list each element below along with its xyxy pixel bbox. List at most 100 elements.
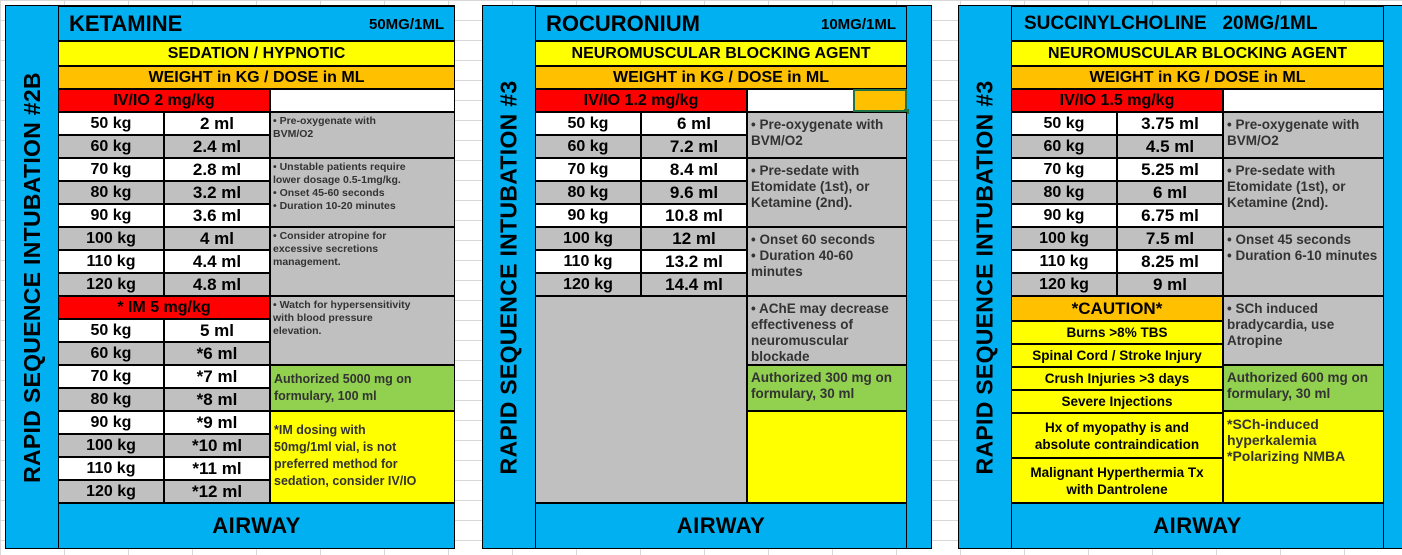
title-cell[interactable]: SUCCINYLCHOLINE 20MG/1ML (1011, 6, 1384, 41)
weight-cell[interactable]: 70 kg (1011, 158, 1117, 181)
dose-cell[interactable]: 2.4 ml (164, 135, 270, 158)
dose-cell[interactable]: *9 ml (164, 411, 270, 434)
weight-cell[interactable]: 120 kg (58, 480, 164, 503)
note-cell[interactable]: • Pre-sedate with Etomidate (1st), or Ke… (1223, 158, 1384, 227)
weight-cell[interactable]: 50 kg (58, 319, 164, 342)
weight-cell[interactable]: 110 kg (1011, 250, 1117, 273)
authorized-cell[interactable]: Authorized 5000 mg on formulary, 100 ml (270, 365, 455, 411)
selected-cell[interactable] (853, 89, 909, 114)
dose-cell[interactable]: 9 ml (1117, 273, 1223, 296)
dose-cell[interactable]: 5 ml (164, 319, 270, 342)
dose-cell[interactable]: *10 ml (164, 434, 270, 457)
weight-cell[interactable]: 60 kg (1011, 135, 1117, 158)
weight-cell[interactable]: 80 kg (535, 181, 641, 204)
note-cell[interactable]: • Pre-oxygenate with BVM/O2 (270, 112, 455, 158)
weight-header-cell[interactable]: WEIGHT in KG / DOSE in ML (535, 66, 907, 89)
weight-cell[interactable]: 50 kg (58, 112, 164, 135)
dose-cell[interactable]: 13.2 ml (641, 250, 747, 273)
dose-cell[interactable]: 3.2 ml (164, 181, 270, 204)
caution-item[interactable]: Malignant Hyperthermia Tx with Dantrolen… (1011, 458, 1223, 503)
authorized-cell[interactable]: Authorized 300 mg on formulary, 30 ml (747, 365, 907, 411)
dose-cell[interactable]: *8 ml (164, 388, 270, 411)
note-cell[interactable]: • Onset 45 seconds • Duration 6-10 minut… (1223, 227, 1384, 296)
dose-cell[interactable]: 3.6 ml (164, 204, 270, 227)
dose-cell[interactable]: 2.8 ml (164, 158, 270, 181)
dose-cell[interactable]: 6 ml (1117, 181, 1223, 204)
empty-gray-cell[interactable] (535, 296, 747, 503)
route-header-cell[interactable]: IV/IO 2 mg/kg (58, 89, 270, 112)
dose-cell[interactable]: 6 ml (641, 112, 747, 135)
dose-cell[interactable]: 8.25 ml (1117, 250, 1223, 273)
dose-cell[interactable]: 7.5 ml (1117, 227, 1223, 250)
weight-cell[interactable]: 120 kg (1011, 273, 1117, 296)
empty-yellow-cell[interactable] (747, 411, 907, 503)
category-cell[interactable]: NEUROMUSCULAR BLOCKING AGENT (1011, 41, 1384, 66)
route-header-cell[interactable]: IV/IO 1.2 mg/kg (535, 89, 747, 112)
caution-item[interactable]: Severe Injections (1011, 390, 1223, 413)
weight-cell[interactable]: 50 kg (1011, 112, 1117, 135)
dose-cell[interactable]: 10.8 ml (641, 204, 747, 227)
dose-cell[interactable]: 14.4 ml (641, 273, 747, 296)
route2-header-cell[interactable]: * IM 5 mg/kg (58, 296, 270, 319)
caution-item[interactable]: Hx of myopathy is and absolute contraind… (1011, 413, 1223, 458)
dose-cell[interactable]: 4.8 ml (164, 273, 270, 296)
caution-item[interactable]: Burns >8% TBS (1011, 321, 1223, 344)
dose-cell[interactable]: 2 ml (164, 112, 270, 135)
dose-cell[interactable]: *12 ml (164, 480, 270, 503)
weight-cell[interactable]: 100 kg (535, 227, 641, 250)
dose-cell[interactable]: 12 ml (641, 227, 747, 250)
dose-cell[interactable]: 4.4 ml (164, 250, 270, 273)
weight-cell[interactable]: 80 kg (58, 388, 164, 411)
note-cell[interactable]: • Unstable patients require lower dosage… (270, 158, 455, 227)
weight-cell[interactable]: 70 kg (58, 365, 164, 388)
weight-cell[interactable]: 70 kg (58, 158, 164, 181)
note-cell[interactable]: • Watch for hypersensitivity with blood … (270, 296, 455, 365)
weight-cell[interactable]: 80 kg (58, 181, 164, 204)
weight-cell[interactable]: 90 kg (1011, 204, 1117, 227)
dose-cell[interactable]: 4.5 ml (1117, 135, 1223, 158)
blank-cell[interactable] (1223, 89, 1384, 112)
weight-cell[interactable]: 50 kg (535, 112, 641, 135)
note-cell[interactable]: • Pre-oxygenate with BVM/O2 (747, 112, 907, 158)
dose-cell[interactable]: *6 ml (164, 342, 270, 365)
dose-cell[interactable]: 6.75 ml (1117, 204, 1223, 227)
dose-cell[interactable]: 8.4 ml (641, 158, 747, 181)
title-cell[interactable]: KETAMINE 50MG/1ML (58, 6, 455, 41)
weight-cell[interactable]: 60 kg (58, 342, 164, 365)
note-cell[interactable]: • Pre-sedate with Etomidate (1st), or Ke… (747, 158, 907, 227)
caution-header-cell[interactable]: *CAUTION* (1011, 296, 1223, 321)
title-cell[interactable]: ROCURONIUM 10MG/1ML (535, 6, 907, 41)
note-cell[interactable]: • SCh induced bradycardia, use Atropine (1223, 296, 1384, 365)
caution-item[interactable]: Crush Injuries >3 days (1011, 367, 1223, 390)
weight-cell[interactable]: 70 kg (535, 158, 641, 181)
note-cell[interactable]: • AChE may decrease effectiveness of neu… (747, 296, 907, 365)
weight-cell[interactable]: 110 kg (535, 250, 641, 273)
weight-cell[interactable]: 60 kg (58, 135, 164, 158)
airway-footer[interactable]: AIRWAY (535, 503, 907, 549)
sch-note-cell[interactable]: *SCh-induced hyperkalemia *Polarizing NM… (1223, 411, 1384, 503)
dose-cell[interactable]: *11 ml (164, 457, 270, 480)
category-cell[interactable]: SEDATION / HYPNOTIC (58, 41, 455, 66)
weight-cell[interactable]: 120 kg (58, 273, 164, 296)
note-cell[interactable]: • Consider atropine for excessive secret… (270, 227, 455, 296)
weight-cell[interactable]: 100 kg (58, 227, 164, 250)
dose-cell[interactable]: 9.6 ml (641, 181, 747, 204)
weight-cell[interactable]: 60 kg (535, 135, 641, 158)
note-cell[interactable]: • Onset 60 seconds • Duration 40-60 minu… (747, 227, 907, 296)
im-note-cell[interactable]: *IM dosing with 50mg/1ml vial, is not pr… (270, 411, 455, 503)
weight-header-cell[interactable]: WEIGHT in KG / DOSE in ML (58, 66, 455, 89)
blank-cell[interactable] (270, 89, 455, 112)
category-cell[interactable]: NEUROMUSCULAR BLOCKING AGENT (535, 41, 907, 66)
airway-footer[interactable]: AIRWAY (58, 503, 455, 549)
weight-cell[interactable]: 90 kg (58, 411, 164, 434)
caution-item[interactable]: Spinal Cord / Stroke Injury (1011, 344, 1223, 367)
authorized-cell[interactable]: Authorized 600 mg on formulary, 30 ml (1223, 365, 1384, 411)
weight-cell[interactable]: 100 kg (58, 434, 164, 457)
dose-cell[interactable]: 3.75 ml (1117, 112, 1223, 135)
weight-cell[interactable]: 100 kg (1011, 227, 1117, 250)
weight-cell[interactable]: 120 kg (535, 273, 641, 296)
weight-cell[interactable]: 90 kg (58, 204, 164, 227)
dose-cell[interactable]: 7.2 ml (641, 135, 747, 158)
airway-footer[interactable]: AIRWAY (1011, 503, 1384, 549)
weight-cell[interactable]: 110 kg (58, 457, 164, 480)
